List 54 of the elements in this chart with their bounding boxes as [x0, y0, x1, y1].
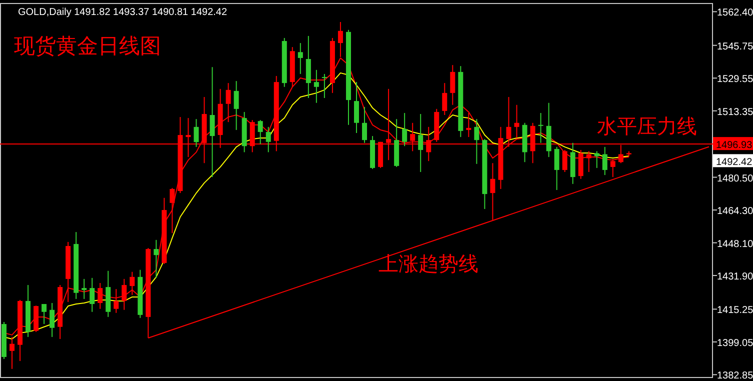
y-tick-label: 1480.50 [717, 173, 753, 184]
candlestick [610, 158, 616, 178]
candlestick [362, 106, 368, 144]
candlestick [594, 150, 600, 168]
ref-line-label: 1496.93 [716, 140, 753, 152]
candlestick [114, 288, 119, 314]
candlestick [562, 149, 568, 173]
y-tick-label: 1513.35 [717, 106, 753, 118]
candlestick [98, 282, 103, 310]
y-tick-label: 1431.90 [717, 272, 753, 283]
candlestick [170, 187, 175, 234]
y-tick-label: 1545.75 [717, 41, 753, 52]
candlestick [90, 277, 95, 312]
candlestick [602, 146, 608, 176]
candlestick [442, 82, 448, 116]
candlestick [586, 150, 592, 173]
annotation: 水平压力线 [597, 116, 697, 138]
candlestick [354, 82, 359, 134]
y-tick-label: 1415.25 [717, 305, 753, 316]
candlestick [266, 126, 271, 153]
candlestick [418, 113, 424, 173]
candlestick [226, 82, 231, 123]
y-tick-label: 1464.30 [717, 206, 753, 218]
candlestick [210, 66, 215, 178]
candlestick [466, 112, 472, 138]
y-tick-label: 1448.10 [717, 238, 753, 250]
candlestick [154, 239, 159, 278]
y-tick-label: 1529.55 [717, 74, 753, 86]
candlestick [82, 278, 87, 300]
series-label: 上涨趋势线 [378, 253, 479, 276]
y-tick-label: 1562.40 [717, 8, 753, 19]
candlestick [538, 112, 544, 144]
candlestick [122, 278, 127, 310]
candlestick [554, 146, 560, 190]
candlestick [402, 112, 408, 147]
candlestick [50, 302, 55, 338]
candlestick [298, 42, 303, 74]
text: 1492.42 [716, 157, 753, 168]
candlestick [322, 73, 327, 99]
y-tick-label: 1382.85 [717, 370, 753, 381]
candlestick [234, 80, 239, 130]
candlestick [258, 120, 263, 145]
y-tick-label: 1399.05 [717, 338, 753, 349]
candlestick [450, 64, 456, 106]
candlestick [474, 118, 480, 164]
text: 现货黄金日线图 [14, 34, 161, 58]
candlestick [130, 271, 135, 296]
chart-title: GOLD,Daily 1491.82 1493.37 1490.81 1492.42 [18, 7, 228, 18]
candlestick [514, 104, 520, 139]
candlestick [490, 162, 496, 220]
candlestick [194, 118, 199, 148]
candlestick [314, 69, 319, 104]
candlestick [578, 149, 584, 180]
candlestick [42, 304, 47, 325]
